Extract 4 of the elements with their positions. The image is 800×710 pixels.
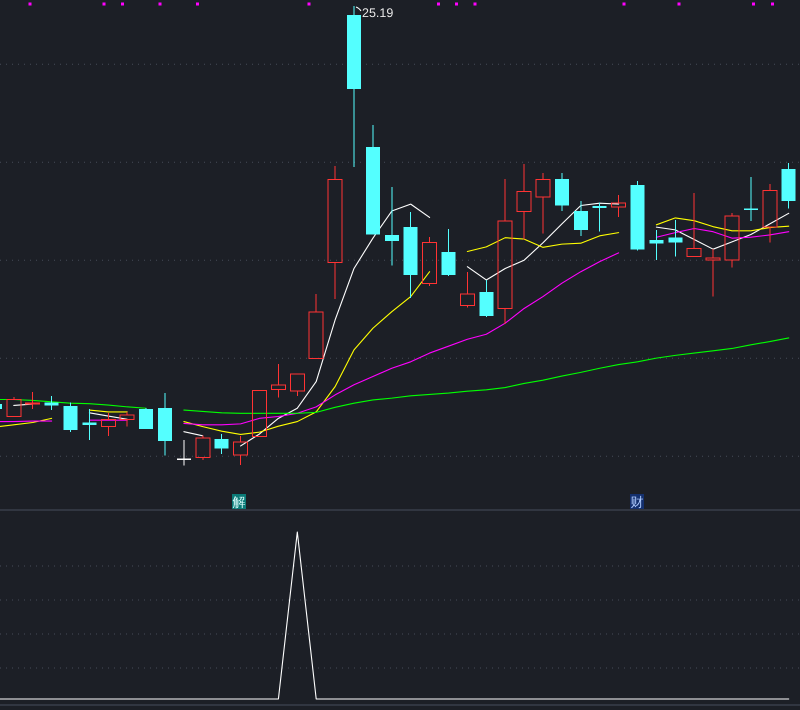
- event-label: 解: [232, 494, 246, 510]
- event-label: 财: [630, 494, 644, 510]
- annotation: 25.19: [362, 6, 394, 20]
- annotation-high: 25.19: [356, 6, 394, 20]
